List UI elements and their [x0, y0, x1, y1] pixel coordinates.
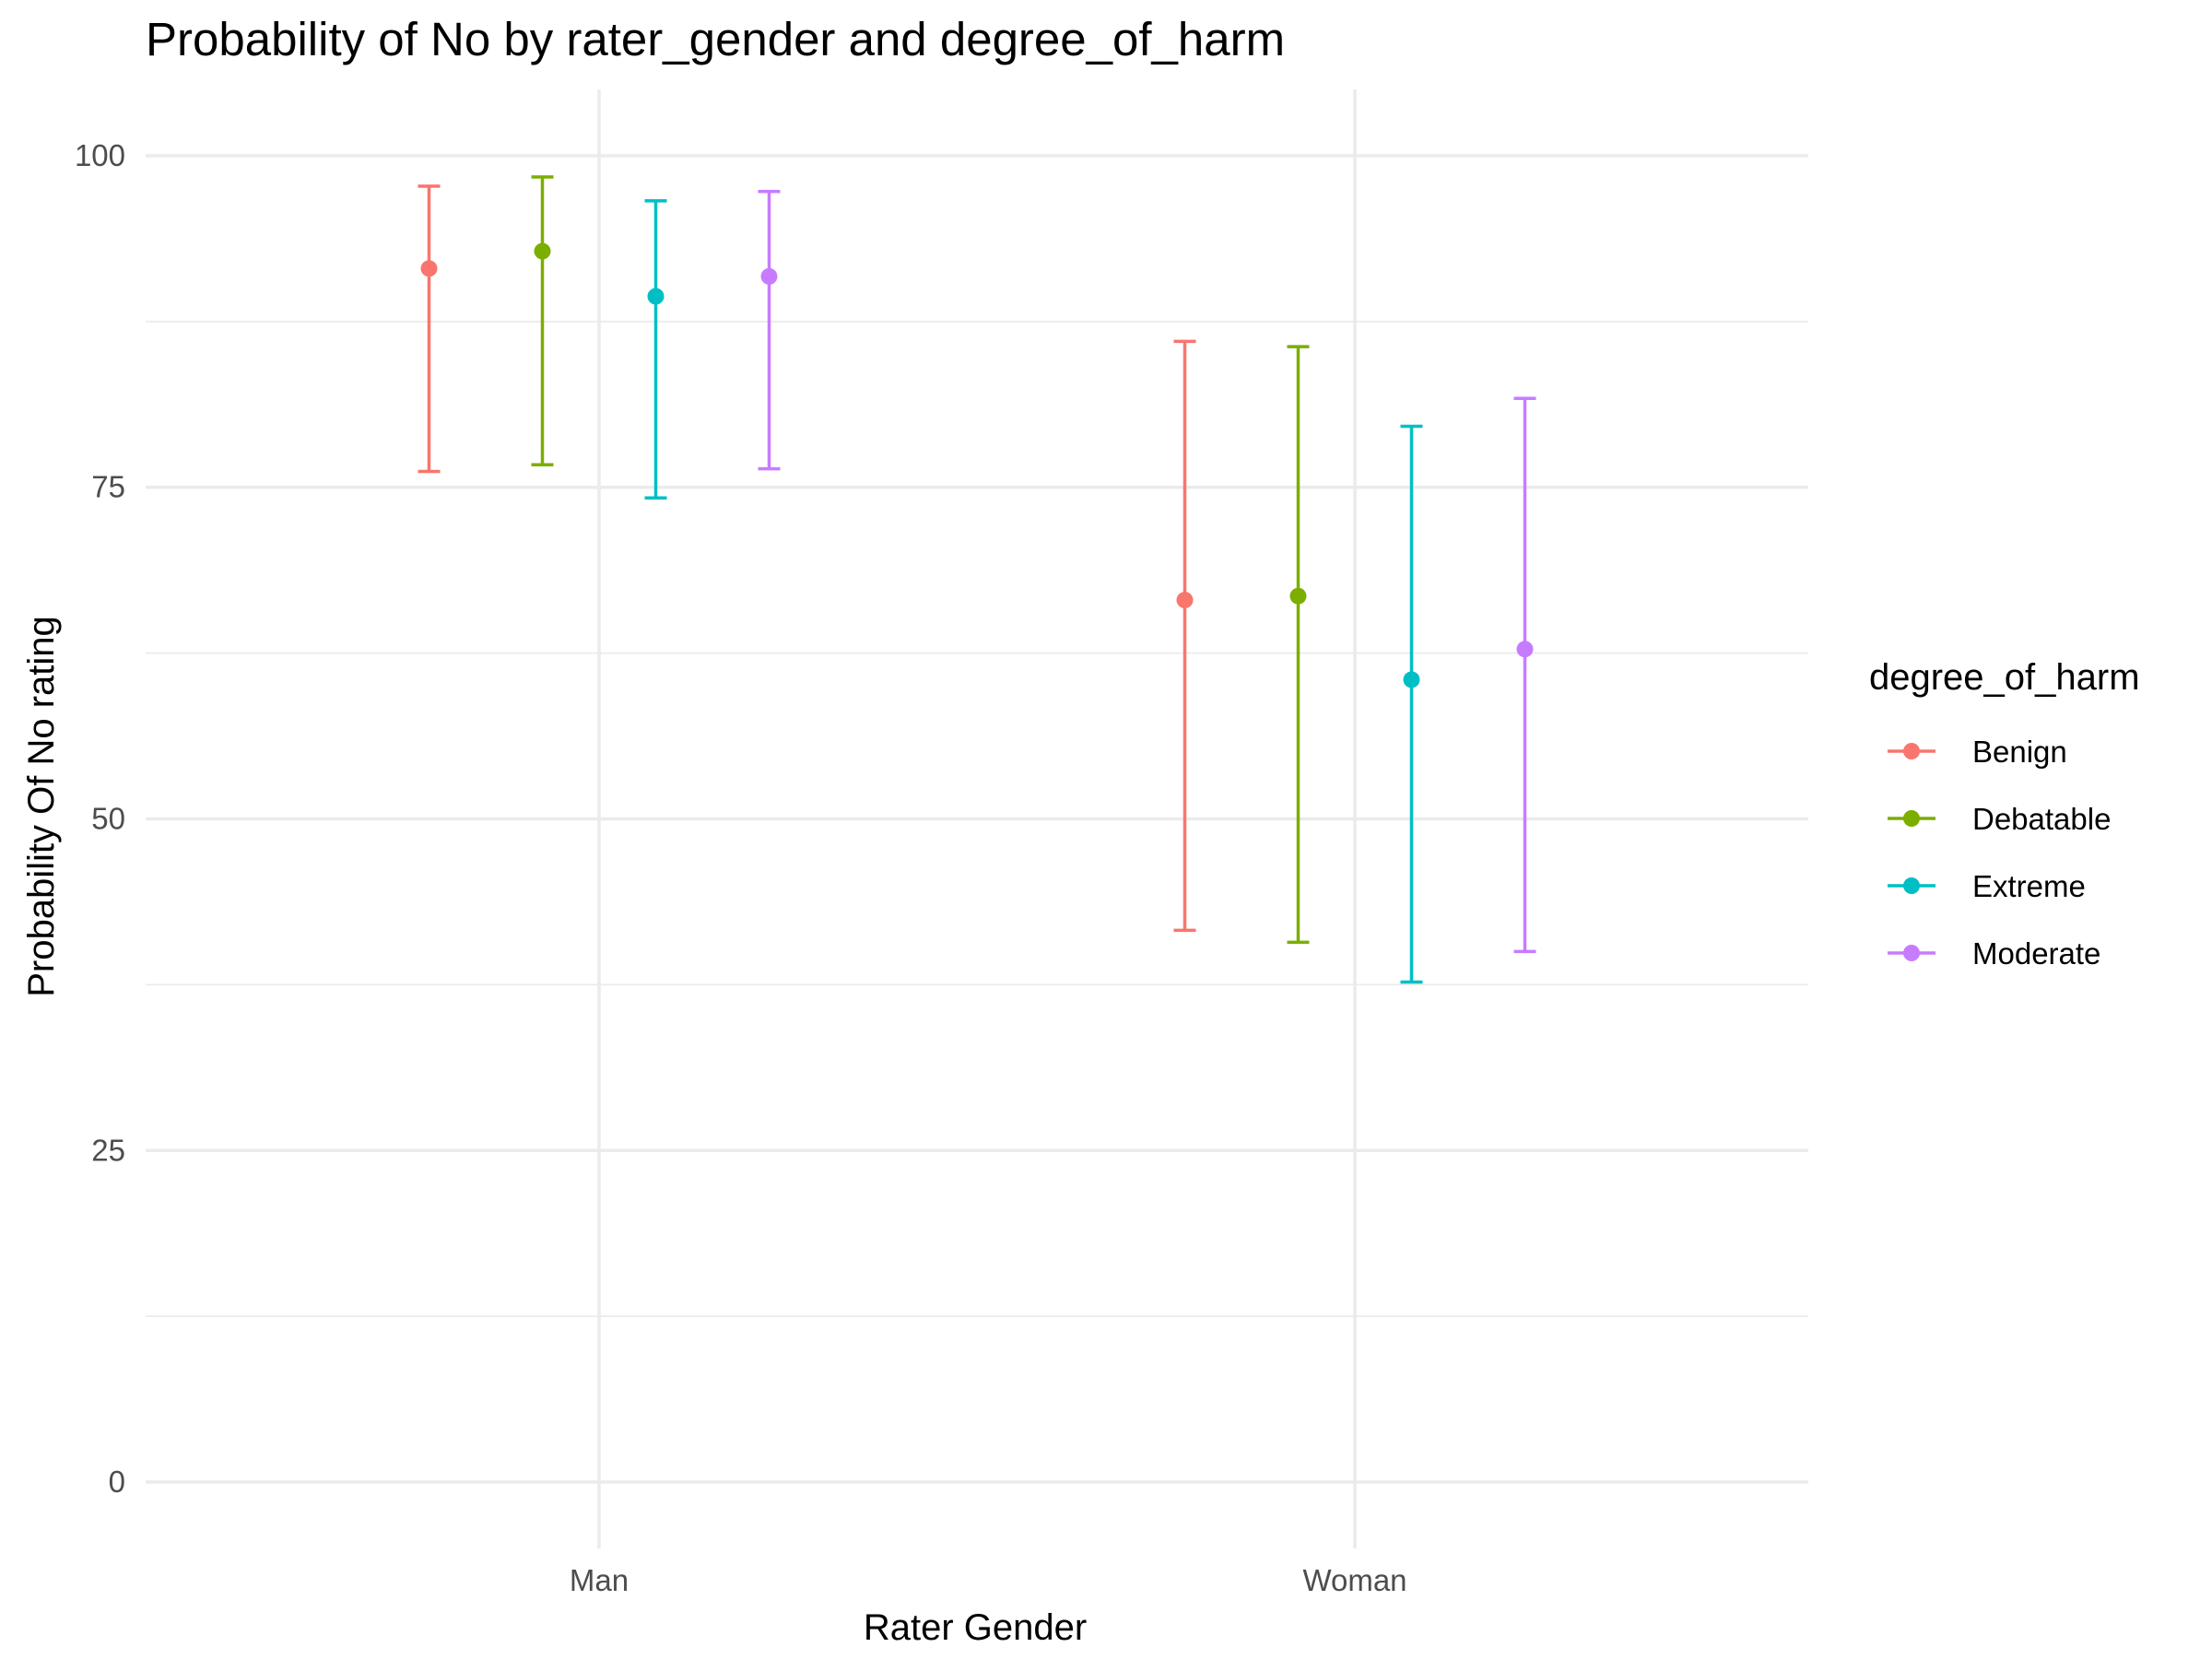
errorbar-benign-man	[418, 184, 441, 474]
chart-title: Probability of No by rater_gender and de…	[146, 13, 1285, 65]
y-tick-label: 100	[75, 138, 125, 172]
x-tick-label: Woman	[1302, 1563, 1406, 1597]
y-axis-title: Probability Of No rating	[21, 616, 62, 997]
legend-label: Debatable	[1972, 802, 2111, 836]
legend-item-moderate: Moderate	[1888, 936, 2100, 971]
legend-key-point	[1903, 743, 1920, 759]
y-tick-label: 0	[109, 1465, 125, 1499]
errorbar-moderate-man	[758, 190, 781, 471]
legend: degree_of_harm Benign Debatable Extreme Mod…	[1869, 657, 2140, 971]
legend-key-point	[1903, 877, 1920, 894]
y-tick-label: 50	[91, 802, 125, 836]
y-tick-label: 75	[91, 470, 125, 504]
legend-key-point	[1903, 810, 1920, 827]
legend-label: Moderate	[1972, 936, 2100, 971]
y-tick-labels: 0 25 50 75 100	[75, 138, 125, 1499]
legend-label: Benign	[1972, 735, 2067, 769]
errorbar-benign-woman	[1173, 339, 1196, 933]
x-axis-title: Rater Gender	[864, 1607, 1087, 1648]
errorbar-debatable-woman	[1287, 345, 1310, 945]
data-point	[420, 260, 438, 277]
grid	[146, 89, 1808, 1548]
data-point	[1403, 671, 1420, 688]
errorbar-extreme-man	[644, 199, 667, 500]
errorbar-moderate-woman	[1513, 396, 1536, 954]
data-point	[647, 288, 665, 305]
errorbar-extreme-woman	[1400, 424, 1423, 984]
y-tick-label: 25	[91, 1133, 125, 1167]
data-point	[1176, 592, 1194, 609]
legend-key-point	[1903, 945, 1920, 961]
data-point	[1289, 587, 1307, 605]
data-point	[1516, 641, 1534, 658]
legend-items: Benign Debatable Extreme Moderate	[1888, 735, 2111, 971]
data-marks	[418, 175, 1536, 984]
legend-item-debatable: Debatable	[1888, 802, 2111, 836]
x-tick-labels: Man Woman	[570, 1563, 1407, 1597]
legend-title: degree_of_harm	[1869, 657, 2140, 698]
legend-item-benign: Benign	[1888, 735, 2067, 769]
legend-item-extreme: Extreme	[1888, 869, 2086, 903]
data-point	[760, 267, 778, 285]
data-point	[534, 242, 551, 260]
legend-label: Extreme	[1972, 869, 2086, 903]
x-tick-label: Man	[570, 1563, 629, 1597]
errorbar-debatable-man	[531, 175, 554, 467]
